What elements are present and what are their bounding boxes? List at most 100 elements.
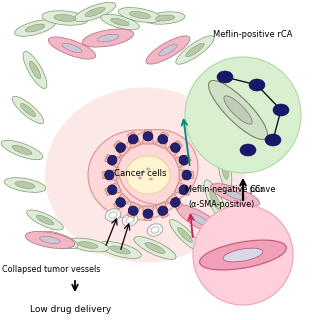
Ellipse shape [225, 190, 245, 200]
Ellipse shape [109, 212, 117, 218]
Ellipse shape [156, 15, 175, 21]
Text: Collapsed tumor vessels: Collapsed tumor vessels [2, 265, 100, 274]
Text: Meflin-positive rCA: Meflin-positive rCA [213, 30, 292, 39]
Ellipse shape [29, 61, 41, 79]
Ellipse shape [200, 240, 286, 270]
Ellipse shape [40, 236, 60, 244]
Circle shape [193, 205, 293, 305]
Ellipse shape [211, 184, 260, 206]
Ellipse shape [116, 197, 125, 207]
Ellipse shape [227, 100, 234, 120]
Ellipse shape [171, 143, 180, 152]
Ellipse shape [105, 209, 121, 221]
Ellipse shape [126, 156, 170, 194]
Ellipse shape [116, 143, 125, 152]
Polygon shape [166, 193, 182, 209]
Polygon shape [155, 202, 168, 218]
Ellipse shape [130, 12, 150, 19]
Ellipse shape [143, 209, 153, 218]
Ellipse shape [219, 227, 261, 253]
Ellipse shape [147, 224, 163, 236]
Ellipse shape [182, 170, 191, 180]
Polygon shape [166, 140, 182, 157]
Ellipse shape [265, 134, 281, 146]
Ellipse shape [4, 178, 46, 192]
Ellipse shape [158, 206, 168, 215]
Ellipse shape [126, 217, 134, 223]
Ellipse shape [240, 144, 256, 156]
Polygon shape [103, 170, 117, 180]
Polygon shape [128, 202, 141, 218]
Ellipse shape [54, 14, 76, 21]
Ellipse shape [100, 14, 140, 30]
Ellipse shape [149, 178, 153, 180]
Polygon shape [155, 132, 168, 148]
Ellipse shape [145, 243, 165, 253]
Text: Low drug delivery: Low drug delivery [30, 305, 111, 314]
Polygon shape [179, 170, 193, 180]
Ellipse shape [27, 210, 63, 230]
Ellipse shape [170, 220, 200, 251]
Text: Conve: Conve [249, 185, 276, 194]
Ellipse shape [211, 61, 229, 99]
Ellipse shape [134, 236, 176, 260]
Ellipse shape [273, 104, 289, 116]
Ellipse shape [15, 20, 55, 36]
Ellipse shape [105, 170, 114, 180]
Ellipse shape [110, 246, 130, 254]
Ellipse shape [25, 24, 45, 32]
Polygon shape [105, 155, 122, 168]
Ellipse shape [42, 231, 78, 249]
Ellipse shape [224, 96, 252, 124]
Ellipse shape [122, 214, 138, 226]
Ellipse shape [204, 180, 226, 220]
Ellipse shape [97, 34, 119, 42]
Ellipse shape [222, 119, 234, 161]
Ellipse shape [15, 181, 35, 188]
Ellipse shape [179, 155, 188, 165]
Ellipse shape [118, 130, 198, 204]
Ellipse shape [108, 185, 117, 195]
Polygon shape [114, 140, 130, 157]
Ellipse shape [218, 150, 232, 190]
Ellipse shape [128, 134, 138, 144]
Ellipse shape [190, 214, 210, 226]
Ellipse shape [146, 167, 150, 171]
Polygon shape [105, 182, 122, 196]
Ellipse shape [74, 2, 116, 22]
Ellipse shape [143, 132, 153, 141]
Ellipse shape [1, 140, 43, 160]
Ellipse shape [52, 236, 68, 244]
Polygon shape [142, 206, 154, 220]
Ellipse shape [128, 206, 138, 215]
Ellipse shape [141, 171, 145, 173]
Ellipse shape [217, 71, 233, 83]
Ellipse shape [82, 29, 134, 47]
Ellipse shape [208, 80, 268, 140]
Ellipse shape [159, 44, 177, 56]
Polygon shape [174, 155, 191, 168]
Ellipse shape [118, 8, 162, 22]
Ellipse shape [108, 155, 117, 165]
Ellipse shape [99, 242, 141, 259]
Ellipse shape [67, 238, 109, 252]
Ellipse shape [138, 177, 142, 180]
Ellipse shape [78, 242, 98, 248]
Ellipse shape [151, 227, 159, 233]
Polygon shape [142, 130, 154, 144]
Ellipse shape [223, 248, 263, 262]
Polygon shape [128, 132, 141, 148]
Ellipse shape [12, 145, 32, 155]
Ellipse shape [23, 52, 47, 88]
Ellipse shape [145, 12, 185, 24]
Ellipse shape [62, 43, 82, 53]
Text: Cancer cells: Cancer cells [114, 169, 166, 178]
Ellipse shape [45, 87, 245, 262]
Ellipse shape [179, 185, 188, 195]
Ellipse shape [225, 130, 231, 150]
Polygon shape [174, 182, 191, 196]
Ellipse shape [158, 134, 168, 144]
Ellipse shape [222, 161, 228, 180]
Polygon shape [114, 193, 130, 209]
Ellipse shape [222, 88, 237, 132]
